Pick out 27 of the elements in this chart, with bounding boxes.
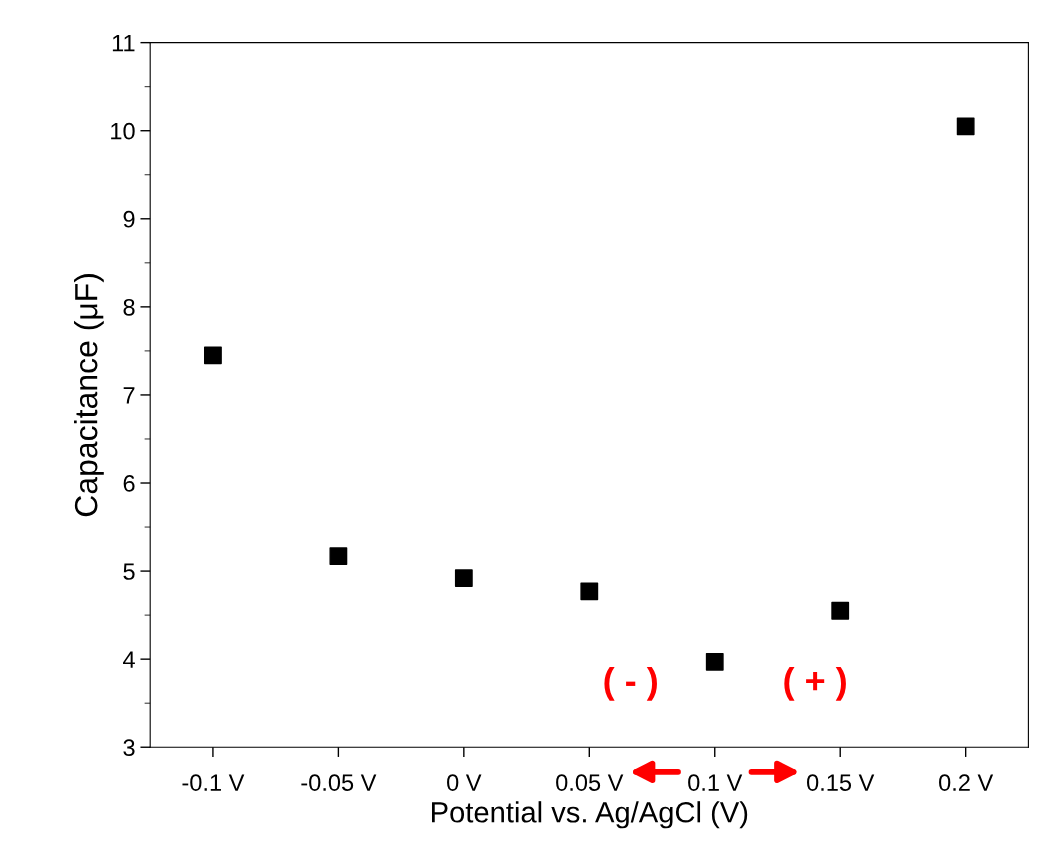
y-tick-label: 6 — [123, 475, 135, 492]
point — [329, 547, 348, 566]
y-tick-label: 5 — [123, 563, 135, 580]
x-tick-label: 0.2 V — [939, 774, 994, 791]
annotation: ( + ) — [784, 666, 846, 701]
point — [454, 569, 473, 588]
x-tick-label: 0 V — [447, 774, 482, 791]
y-tick-label: 11 — [112, 34, 135, 52]
point — [204, 346, 222, 365]
annotation: ( - ) — [604, 666, 657, 701]
x-tick-label: 0.15 V — [807, 774, 875, 791]
y-tick-label: 4 — [123, 651, 135, 668]
point — [705, 652, 724, 671]
y-tick-label: 9 — [123, 210, 135, 228]
y-tick-label: 7 — [123, 387, 135, 404]
y-axis-title: Capacitance (μF) — [74, 274, 104, 517]
point — [956, 117, 975, 136]
point — [580, 582, 599, 601]
x-tick-label: 0.1 V — [688, 774, 743, 791]
x-tick-label: 0.05 V — [556, 774, 624, 791]
x-axis-title: Potential vs. Ag/AgCl (V) — [432, 801, 748, 829]
x-tick-label: -0.1 V — [182, 774, 245, 791]
point — [831, 601, 850, 620]
y-tick-label: 3 — [123, 739, 135, 757]
y-tick-label: 10 — [111, 122, 135, 140]
y-tick-label: 8 — [123, 298, 135, 316]
x-tick-label: -0.05 V — [301, 774, 377, 791]
